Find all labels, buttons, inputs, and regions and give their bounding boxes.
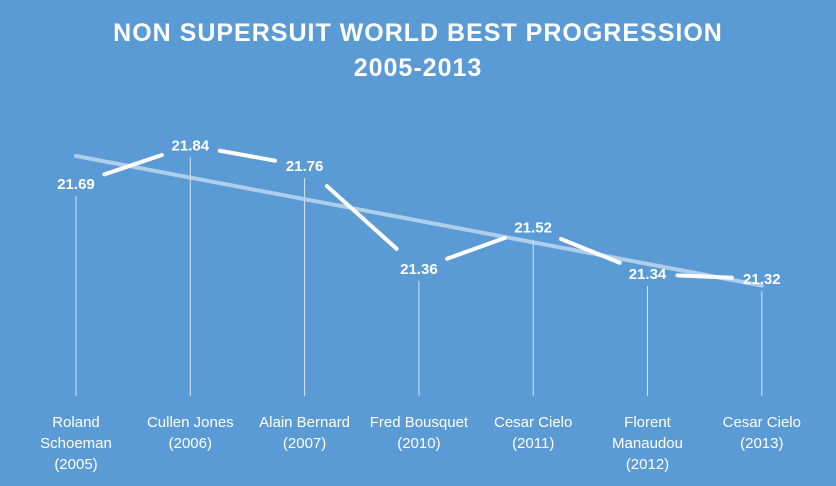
trendline (74, 153, 764, 288)
category-label-line: Alain Bernard (259, 414, 350, 431)
drop-lines (75, 157, 763, 396)
category-label-line: (2011) (512, 435, 554, 452)
category-label: Fred Bousquet (2010) (370, 414, 469, 452)
series-segment (102, 153, 164, 177)
category-label: Cullen Jones (2006) (147, 414, 234, 452)
data-label: 21.52 (514, 220, 552, 237)
category-label-line: Florent (624, 414, 672, 431)
chart-subtitle: 2005-2013 (354, 54, 483, 82)
category-label: Florent Manaudou (2012) (612, 414, 683, 473)
category-label-line: (2005) (54, 456, 97, 473)
data-label: 21.76 (286, 158, 324, 175)
data-label: 21.32 (743, 271, 781, 288)
category-label-line: (2013) (740, 435, 783, 452)
category-label-line: Cesar Cielo (494, 414, 572, 431)
category-label-line: Manaudou (612, 435, 683, 452)
category-label-line: (2012) (626, 456, 669, 473)
category-label-line: Roland (52, 414, 100, 431)
category-labels: Roland Schoeman (2005) Cullen Jones (2006) Al… (40, 414, 801, 473)
category-label-line: Fred Bousquet (370, 414, 469, 431)
point-labels: 21.69 21.84 21.76 21.36 21.52 21.34 21.32 (57, 137, 780, 288)
data-label: 21.69 (57, 176, 95, 193)
series-segment (217, 148, 278, 163)
series-group (102, 148, 734, 280)
data-label: 21.34 (629, 266, 667, 283)
category-label: Alain Bernard (2007) (259, 414, 350, 452)
category-label: Roland Schoeman (2005) (40, 414, 112, 473)
series-segment (324, 184, 399, 251)
category-label-line: (2010) (397, 435, 440, 452)
category-label-line: (2006) (169, 435, 212, 452)
chart-title: NON SUPERSUIT WORLD BEST PROGRESSION (113, 19, 723, 47)
series-segment (445, 235, 507, 261)
category-label-line: Cesar Cielo (723, 414, 801, 431)
series-segment (559, 236, 622, 265)
category-label-line: Cullen Jones (147, 414, 234, 431)
category-label-line: Schoeman (40, 435, 112, 452)
category-label: Cesar Cielo (2011) (494, 414, 572, 452)
trendline-group (74, 153, 764, 288)
data-label: 21.84 (172, 137, 210, 154)
series-segment (675, 273, 734, 280)
category-label: Cesar Cielo (2013) (723, 414, 801, 452)
data-label: 21.36 (400, 261, 438, 278)
category-label-line: (2007) (283, 435, 326, 452)
